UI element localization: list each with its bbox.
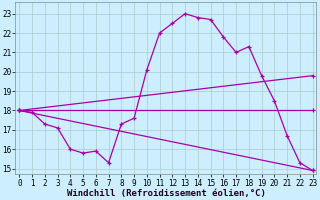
X-axis label: Windchill (Refroidissement éolien,°C): Windchill (Refroidissement éolien,°C) (67, 189, 265, 198)
